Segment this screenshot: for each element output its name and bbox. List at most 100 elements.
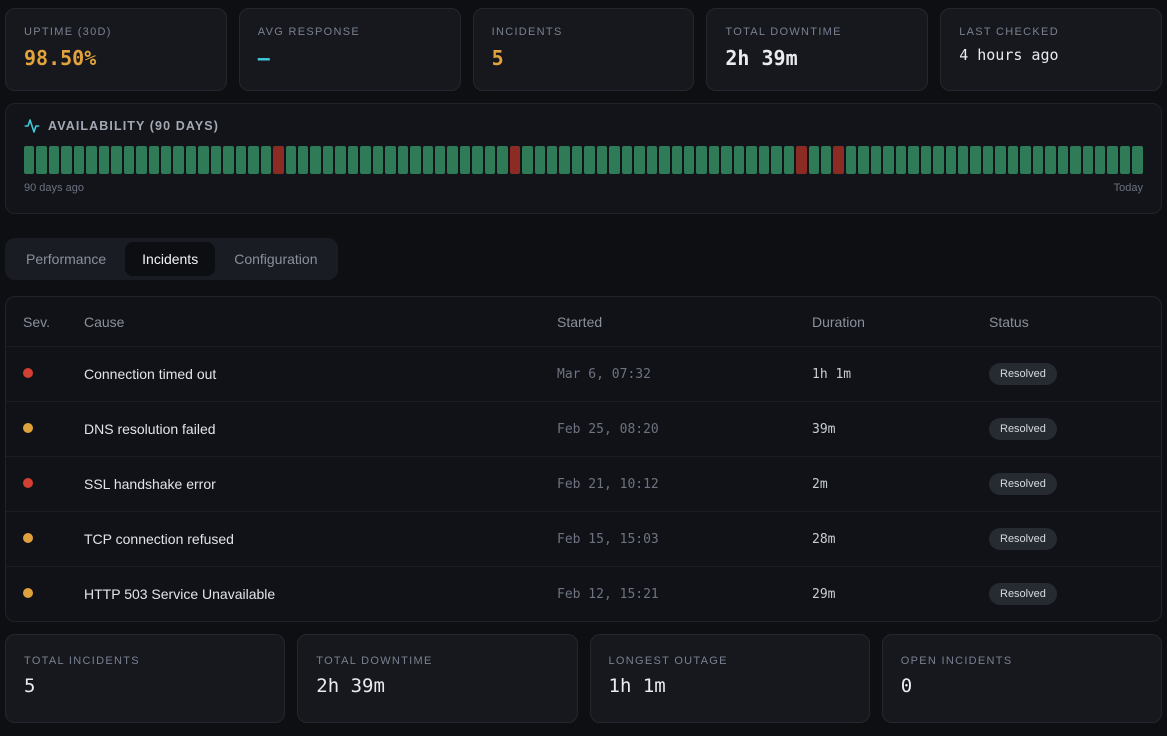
table-row[interactable]: HTTP 503 Service Unavailable Feb 12, 15:2…: [6, 566, 1161, 621]
availability-segment-up: [185, 146, 197, 174]
severity-dot-warning: [23, 533, 33, 543]
table-row[interactable]: SSL handshake error Feb 21, 10:12 2m Resolv…: [6, 456, 1161, 511]
availability-segment-up: [322, 146, 334, 174]
availability-segment-up: [198, 146, 209, 174]
col-header-duration: Duration: [812, 313, 865, 330]
incidents-table: Sev. Cause Started Duration Status Conne…: [5, 296, 1162, 622]
table-row[interactable]: TCP connection refused Feb 15, 15:03 28m Re…: [6, 511, 1161, 566]
availability-segment-up: [1082, 146, 1093, 174]
stat-card-last-checked: LAST CHECKED 4 hours ago: [940, 8, 1162, 91]
availability-segment-up: [472, 146, 483, 174]
availability-segment-up: [36, 146, 47, 174]
stat-value: 2h 39m: [316, 675, 385, 697]
availability-segment-up: [684, 146, 695, 174]
stat-card-avg-response: AVG RESPONSE —: [238, 8, 461, 91]
availability-segment-up: [484, 146, 496, 174]
availability-segment-up: [895, 146, 907, 174]
availability-segment-up: [459, 146, 471, 174]
stat-card-longest-outage: LONGEST OUTAGE 1h 1m: [589, 634, 870, 723]
availability-segment-up: [123, 146, 135, 174]
tab-bar: Performance Incidents Configuration: [5, 238, 339, 280]
incident-duration: 28m: [812, 531, 836, 547]
incident-duration: 39m: [812, 421, 836, 437]
availability-segment-up: [721, 146, 732, 174]
availability-panel: AVAILABILITY (90 DAYS) 90 days ago Today: [5, 103, 1162, 214]
stat-value: 4 hours ago: [959, 46, 1059, 64]
table-row[interactable]: Connection timed out Mar 6, 07:32 1h 1m Res…: [6, 346, 1161, 401]
stat-value: 98.50%: [24, 46, 97, 70]
availability-segment-up: [547, 146, 558, 174]
stat-value: 1h 1m: [608, 675, 666, 697]
availability-segment-up: [61, 146, 72, 174]
status-badge: Resolved: [989, 363, 1057, 385]
availability-segment-up: [422, 146, 433, 174]
availability-segment-up: [248, 146, 259, 174]
availability-segment-up: [86, 146, 97, 174]
availability-segment-up: [1119, 146, 1131, 174]
availability-segment-up: [957, 146, 969, 174]
availability-segment-up: [98, 146, 110, 174]
incident-duration: 1h 1m: [812, 366, 852, 382]
stat-value: 5: [491, 46, 504, 70]
bottom-stats-row: TOTAL INCIDENTS 5 TOTAL DOWNTIME 2h 39m …: [5, 634, 1162, 723]
incident-duration: 29m: [812, 586, 836, 602]
availability-segment-up: [48, 146, 60, 174]
tab-configuration[interactable]: Configuration: [217, 242, 334, 276]
availability-segment-up: [534, 146, 546, 174]
availability-segment-up: [235, 146, 247, 174]
availability-segment-up: [447, 146, 458, 174]
availability-header: AVAILABILITY (90 DAYS): [24, 118, 1143, 134]
availability-segment-up: [347, 146, 359, 174]
availability-segment-up: [696, 146, 707, 174]
availability-segment-up: [522, 146, 533, 174]
availability-segment-up: [335, 146, 346, 174]
availability-segment-up: [285, 146, 296, 174]
availability-segment-up: [870, 146, 882, 174]
incidents-table-header: Sev. Cause Started Duration Status: [6, 297, 1161, 346]
col-header-severity: Sev.: [23, 313, 50, 330]
severity-cell: [23, 365, 84, 383]
availability-segment-up: [646, 146, 658, 174]
stat-label: TOTAL INCIDENTS: [24, 655, 140, 667]
availability-segment-up: [111, 146, 122, 174]
availability-segment-up: [659, 146, 670, 174]
tabs-wrap: Performance Incidents Configuration: [5, 238, 1162, 280]
availability-segment-up: [821, 146, 832, 174]
tab-performance[interactable]: Performance: [9, 242, 123, 276]
stat-value: 5: [24, 675, 36, 697]
incident-cause: SSL handshake error: [84, 476, 216, 492]
tab-incidents[interactable]: Incidents: [125, 242, 216, 276]
availability-segment-up: [1007, 146, 1019, 174]
incident-started: Feb 12, 15:21: [557, 586, 659, 602]
availability-segment-up: [1132, 146, 1143, 174]
availability-segment-up: [1032, 146, 1044, 174]
stat-value: —: [257, 46, 270, 70]
availability-segment-up: [733, 146, 745, 174]
availability-segment-down: [509, 146, 521, 174]
availability-segment-up: [845, 146, 857, 174]
availability-segment-up: [995, 146, 1006, 174]
availability-segment-up: [596, 146, 608, 174]
availability-segment-up: [771, 146, 782, 174]
col-header-status: Status: [989, 313, 1029, 330]
stat-label: TOTAL DOWNTIME: [316, 655, 433, 667]
availability-segment-up: [160, 146, 172, 174]
incident-started: Feb 15, 15:03: [557, 531, 659, 547]
severity-cell: [23, 530, 84, 548]
incident-status-cell: Resolved: [989, 528, 1144, 550]
availability-segment-up: [858, 146, 869, 174]
availability-segment-up: [783, 146, 795, 174]
incident-status-cell: Resolved: [989, 583, 1144, 605]
availability-start-label: 90 days ago: [24, 182, 84, 194]
availability-segment-up: [634, 146, 645, 174]
availability-title: AVAILABILITY (90 DAYS): [48, 119, 219, 133]
stat-label: TOTAL DOWNTIME: [725, 26, 842, 38]
availability-segment-up: [808, 146, 819, 174]
table-row[interactable]: DNS resolution failed Feb 25, 08:20 39m Res…: [6, 401, 1161, 456]
availability-segment-up: [746, 146, 757, 174]
status-badge: Resolved: [989, 418, 1057, 440]
severity-dot-warning: [23, 423, 33, 433]
severity-dot-critical: [23, 478, 33, 488]
availability-segment-up: [173, 146, 184, 174]
availability-segment-up: [385, 146, 396, 174]
